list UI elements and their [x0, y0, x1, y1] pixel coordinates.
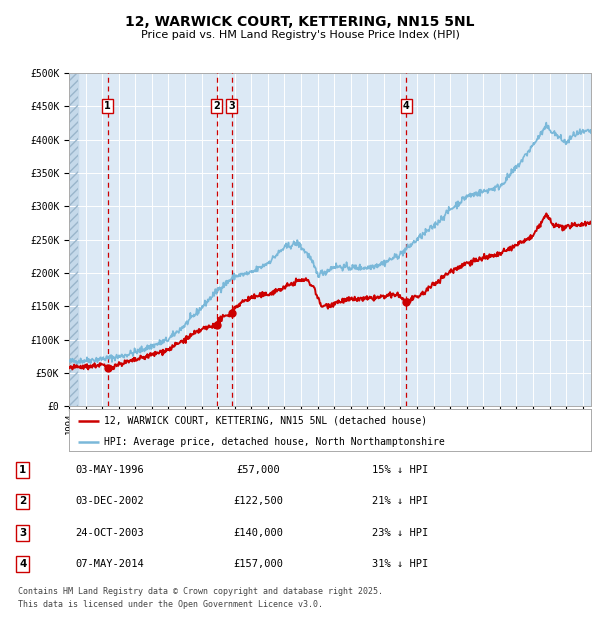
Text: HPI: Average price, detached house, North Northamptonshire: HPI: Average price, detached house, Nort… — [104, 437, 445, 447]
Text: 1: 1 — [104, 101, 111, 111]
Text: 15% ↓ HPI: 15% ↓ HPI — [372, 465, 428, 475]
Bar — [69, 73, 78, 406]
Text: 23% ↓ HPI: 23% ↓ HPI — [372, 528, 428, 538]
Text: 21% ↓ HPI: 21% ↓ HPI — [372, 497, 428, 507]
Text: 24-OCT-2003: 24-OCT-2003 — [75, 528, 144, 538]
Text: 31% ↓ HPI: 31% ↓ HPI — [372, 559, 428, 569]
Text: 12, WARWICK COURT, KETTERING, NN15 5NL: 12, WARWICK COURT, KETTERING, NN15 5NL — [125, 16, 475, 30]
Text: 1: 1 — [19, 465, 26, 475]
Text: Price paid vs. HM Land Registry's House Price Index (HPI): Price paid vs. HM Land Registry's House … — [140, 30, 460, 40]
Text: Contains HM Land Registry data © Crown copyright and database right 2025.: Contains HM Land Registry data © Crown c… — [18, 587, 383, 596]
Text: £140,000: £140,000 — [233, 528, 283, 538]
Text: 3: 3 — [228, 101, 235, 111]
Text: 03-DEC-2002: 03-DEC-2002 — [75, 497, 144, 507]
Text: 3: 3 — [19, 528, 26, 538]
Text: £157,000: £157,000 — [233, 559, 283, 569]
Text: 2: 2 — [19, 497, 26, 507]
Text: This data is licensed under the Open Government Licence v3.0.: This data is licensed under the Open Gov… — [18, 600, 323, 609]
Text: 07-MAY-2014: 07-MAY-2014 — [75, 559, 144, 569]
Text: 4: 4 — [403, 101, 409, 111]
Text: £122,500: £122,500 — [233, 497, 283, 507]
Text: 12, WARWICK COURT, KETTERING, NN15 5NL (detached house): 12, WARWICK COURT, KETTERING, NN15 5NL (… — [104, 415, 428, 425]
Text: 2: 2 — [214, 101, 220, 111]
Text: £57,000: £57,000 — [236, 465, 280, 475]
Bar — [69, 73, 78, 406]
Text: 03-MAY-1996: 03-MAY-1996 — [75, 465, 144, 475]
Text: 4: 4 — [19, 559, 26, 569]
